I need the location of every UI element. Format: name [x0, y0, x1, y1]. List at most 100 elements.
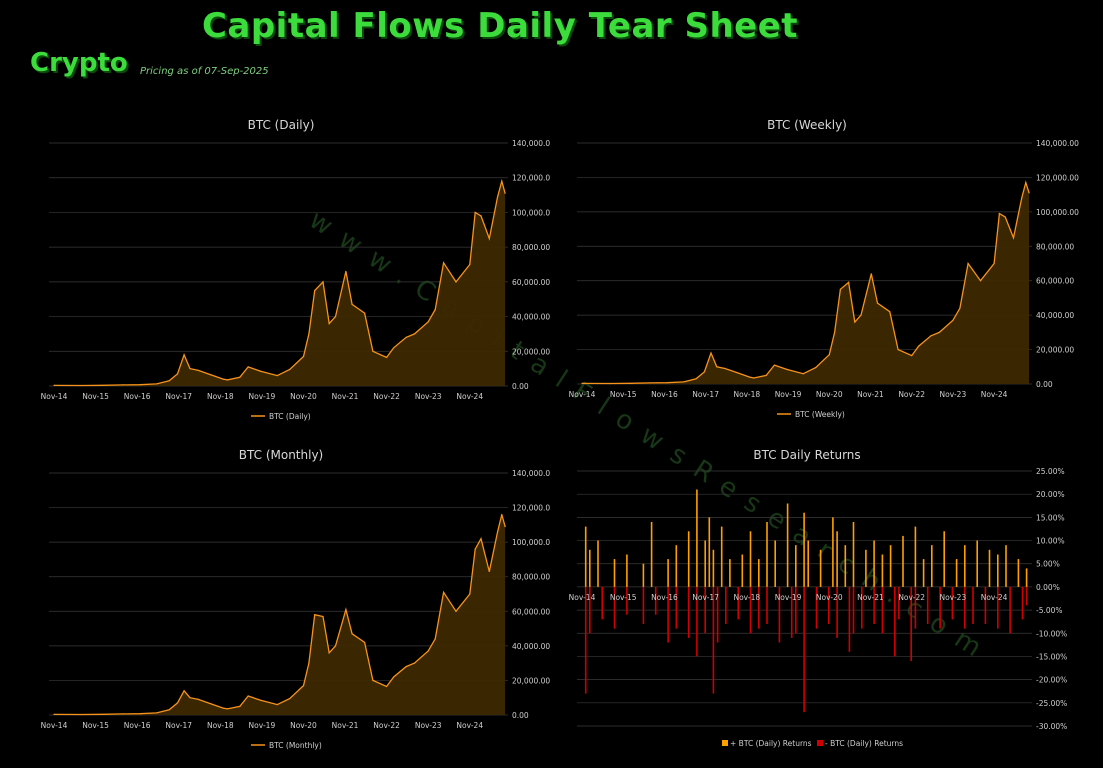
price-line [53, 514, 506, 716]
positive-return-bar [675, 545, 678, 587]
negative-return-bar [1009, 586, 1011, 634]
data-point [469, 263, 471, 266]
x-tick-label: Nov-21 [332, 721, 359, 730]
data-point [276, 704, 278, 706]
data-point [81, 384, 83, 387]
data-point [911, 355, 913, 357]
data-point [197, 698, 199, 700]
legend-swatch-positive [722, 740, 728, 746]
chart-btc-weekly: BTC (Weekly) 0.00 20,000.00 40,000.00 60,000… [560, 110, 1100, 425]
x-tick-label: Nov-14 [41, 392, 68, 401]
x-tick-label: Nov-22 [373, 392, 400, 401]
data-point [351, 633, 353, 635]
data-point [1021, 197, 1023, 199]
legend-label: BTC (Weekly) [795, 410, 845, 419]
y-tick-label: 20,000.00 [512, 347, 550, 356]
data-point [724, 367, 726, 370]
price-line [581, 180, 1030, 385]
y-tick-label: 80,000.00 [512, 243, 550, 252]
data-point [786, 368, 788, 370]
positive-return-bar [667, 559, 669, 587]
x-tick-label: Nov-19 [775, 390, 802, 399]
data-point [967, 262, 969, 265]
negative-return-bar [997, 586, 999, 629]
data-point [413, 333, 416, 335]
data-point [386, 685, 388, 688]
negative-return-bar [667, 586, 669, 643]
negative-return-bar [601, 586, 603, 620]
data-point [53, 713, 55, 715]
data-point [1025, 182, 1027, 184]
pricing-date: Pricing as of 07-Sep-2025 [140, 66, 269, 77]
negative-return-bar [778, 586, 781, 643]
data-point [650, 382, 652, 384]
negative-return-bar [790, 586, 793, 638]
data-point [443, 591, 445, 593]
x-tick-label: Nov-21 [857, 593, 884, 602]
positive-return-bar [873, 540, 875, 587]
positive-return-bar [626, 554, 628, 587]
negative-return-bar [687, 586, 690, 638]
data-point [308, 333, 310, 335]
negative-return-bar [984, 586, 987, 624]
data-point [765, 374, 767, 376]
data-point [393, 676, 395, 678]
data-point [393, 347, 395, 349]
data-point [839, 288, 841, 290]
x-tick-label: Nov-17 [165, 721, 192, 730]
data-point [889, 311, 891, 313]
data-point [168, 709, 170, 711]
negative-return-bar [589, 586, 591, 634]
data-point [222, 707, 224, 709]
data-point [210, 374, 212, 376]
x-tick-label: Nov-14 [569, 390, 596, 399]
x-tick-label: Nov-16 [124, 392, 151, 401]
y-tick-label: -30.00% [1036, 722, 1067, 731]
positive-return-bar [795, 545, 797, 587]
data-point [455, 281, 457, 283]
x-tick-label: Nov-20 [816, 593, 843, 602]
legend-label-positive: + BTC (Daily) Returns [730, 739, 812, 748]
x-tick-label: Nov-21 [857, 390, 884, 399]
data-point [260, 699, 262, 701]
positive-return-bar [786, 503, 789, 587]
data-point [710, 352, 712, 354]
negative-return-bar [749, 586, 752, 634]
negative-return-bar [725, 586, 727, 624]
data-point [351, 303, 353, 305]
positive-return-bar [976, 540, 978, 587]
legend-label: BTC (Daily) [269, 412, 311, 421]
section-title: Crypto [30, 48, 128, 78]
data-point [480, 538, 482, 540]
x-tick-label: Nov-17 [692, 593, 719, 602]
data-point [695, 378, 697, 380]
chart-title: BTC (Weekly) [767, 118, 847, 132]
data-point [322, 615, 324, 618]
x-tick-label: Nov-23 [940, 390, 967, 399]
positive-return-bar [943, 531, 945, 587]
data-point [736, 372, 738, 374]
y-tick-label: 140,000.00 [512, 139, 550, 148]
positive-return-bar [852, 522, 855, 587]
negative-return-bar [712, 586, 715, 694]
legend-label: BTC (Monthly) [269, 741, 322, 750]
data-point [189, 697, 191, 699]
negative-return-bar [910, 586, 912, 662]
data-point [247, 366, 249, 368]
data-point [828, 354, 830, 356]
y-tick-label: 120,000.00 [512, 174, 550, 183]
price-area [582, 182, 1030, 384]
data-point [497, 531, 499, 533]
data-point [629, 382, 631, 384]
data-point [773, 364, 775, 366]
x-tick-label: Nov-16 [651, 390, 678, 399]
negative-return-bar [836, 586, 838, 638]
data-point [302, 685, 305, 687]
data-point [156, 383, 158, 385]
y-tick-label: 5.00% [1036, 560, 1060, 569]
data-point [860, 314, 862, 316]
data-point [703, 371, 705, 373]
positive-return-bar [708, 517, 711, 587]
chart-title: BTC (Monthly) [239, 448, 323, 462]
data-point [501, 513, 503, 516]
